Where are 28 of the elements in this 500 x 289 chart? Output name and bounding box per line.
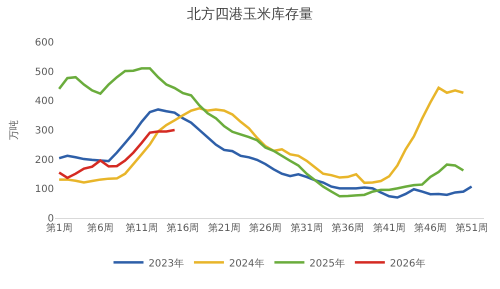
x-tick-label: 第41周	[372, 222, 406, 234]
x-tick-label: 第26周	[249, 222, 282, 234]
y-tick-label: 600	[34, 38, 54, 48]
y-axis-title: 万吨	[8, 120, 20, 140]
line-series	[58, 86, 465, 184]
x-tick-label: 第21周	[208, 222, 240, 234]
x-tick-label: 第16周	[166, 222, 200, 234]
x-tick-label: 第1周	[46, 222, 72, 234]
y-tick-label: 200	[34, 154, 54, 166]
line-series	[58, 67, 465, 198]
line-series	[58, 128, 176, 180]
chart-title: 北方四港玉米库存量	[187, 6, 313, 22]
x-tick-label: 第11周	[125, 222, 158, 234]
x-tick-label: 第46周	[414, 222, 447, 234]
x-tick-label: 第36周	[332, 222, 364, 234]
x-tick-label: 第51周	[455, 222, 488, 234]
legend-label: 2025年	[309, 257, 345, 270]
y-tick-label: 400	[34, 96, 54, 108]
line-series	[58, 108, 473, 199]
x-tick-label: 第31周	[290, 222, 323, 234]
y-tick-label: 0	[48, 214, 54, 224]
y-tick-label: 100	[34, 184, 54, 196]
x-tick-label: 第6周	[87, 222, 114, 234]
y-tick-label: 500	[34, 66, 54, 78]
legend-label: 2026年	[390, 257, 426, 270]
legend-label: 2023年	[148, 257, 184, 270]
y-tick-label: 300	[34, 126, 54, 136]
legend-label: 2024年	[228, 257, 264, 270]
